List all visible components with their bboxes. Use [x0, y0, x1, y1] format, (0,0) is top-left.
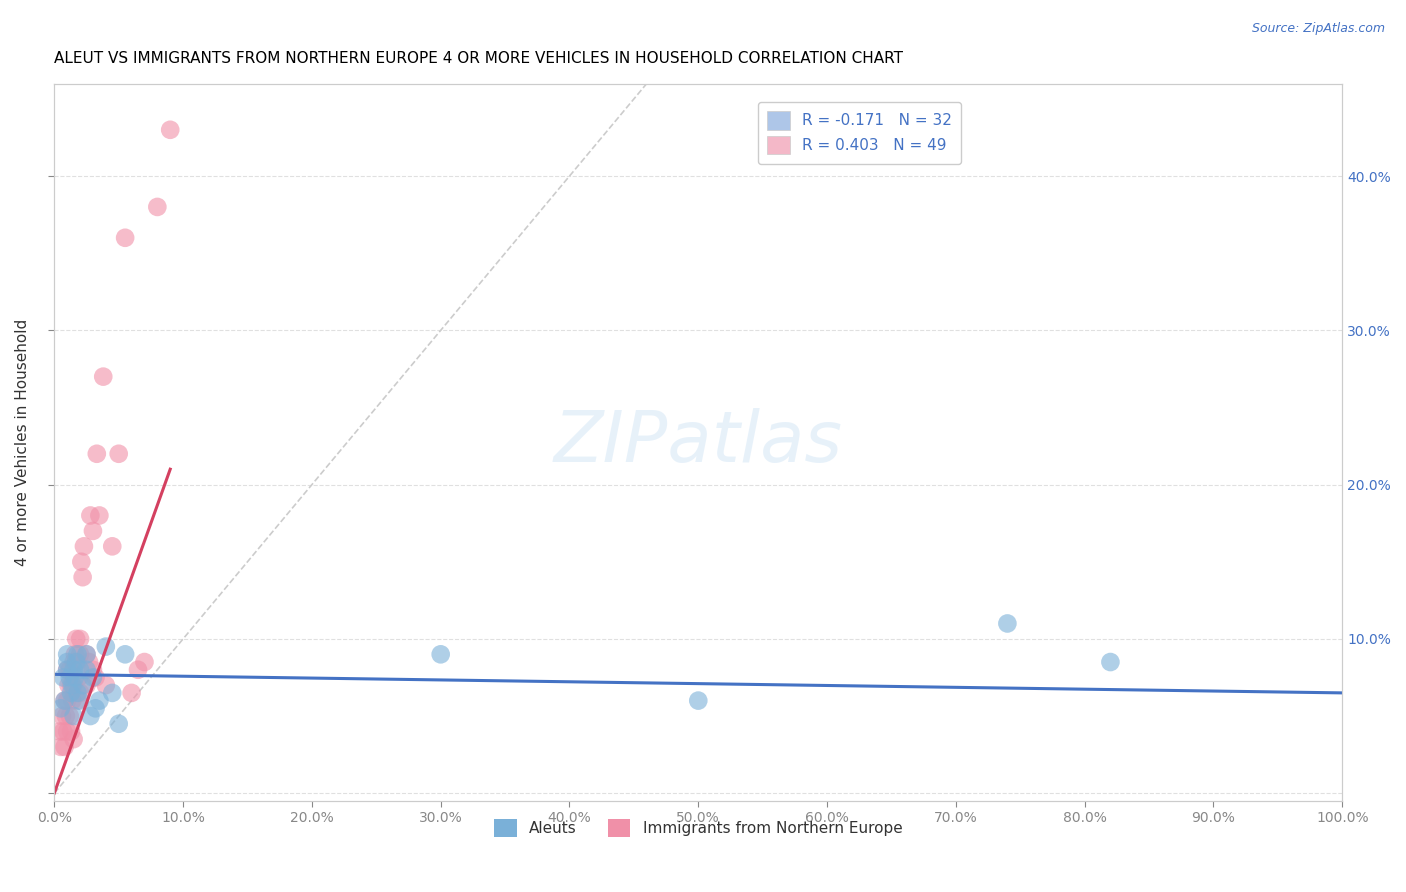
- Point: [146, 200, 169, 214]
- Point: [159, 123, 181, 137]
- Point: [89, 508, 111, 523]
- Point: [48, 724, 70, 739]
- Point: [62, 709, 84, 723]
- Point: [55, 709, 77, 723]
- Point: [86, 447, 108, 461]
- Point: [84, 701, 107, 715]
- Point: [60, 693, 83, 707]
- Point: [73, 539, 96, 553]
- Point: [66, 686, 89, 700]
- Point: [101, 539, 124, 553]
- Point: [134, 655, 156, 669]
- Point: [63, 670, 86, 684]
- Point: [82, 663, 104, 677]
- Point: [77, 655, 100, 669]
- Point: [62, 678, 84, 692]
- Point: [69, 693, 91, 707]
- Point: [107, 447, 129, 461]
- Point: [91, 369, 114, 384]
- Point: [995, 616, 1018, 631]
- Point: [60, 724, 83, 739]
- Point: [66, 693, 89, 707]
- Point: [56, 693, 79, 707]
- Point: [76, 678, 98, 692]
- Point: [89, 693, 111, 707]
- Point: [52, 670, 75, 684]
- Point: [66, 648, 89, 662]
- Point: [72, 678, 94, 692]
- Point: [60, 686, 83, 700]
- Point: [69, 663, 91, 677]
- Point: [62, 655, 84, 669]
- Point: [84, 670, 107, 684]
- Point: [49, 701, 72, 715]
- Point: [62, 732, 84, 747]
- Point: [56, 663, 79, 677]
- Point: [82, 524, 104, 538]
- Legend: Aleuts, Immigrants from Northern Europe: Aleuts, Immigrants from Northern Europe: [488, 813, 908, 844]
- Point: [429, 648, 451, 662]
- Point: [69, 632, 91, 646]
- Point: [56, 648, 79, 662]
- Point: [60, 678, 83, 692]
- Point: [121, 686, 143, 700]
- Point: [59, 670, 82, 684]
- Point: [114, 648, 136, 662]
- Point: [688, 693, 710, 707]
- Point: [60, 678, 83, 692]
- Point: [65, 655, 87, 669]
- Point: [56, 655, 79, 669]
- Point: [79, 709, 101, 723]
- Point: [76, 648, 98, 662]
- Text: ZIPatlas: ZIPatlas: [554, 408, 842, 476]
- Point: [56, 663, 79, 677]
- Point: [58, 678, 80, 692]
- Point: [67, 670, 90, 684]
- Point: [72, 570, 94, 584]
- Point: [69, 686, 91, 700]
- Point: [65, 632, 87, 646]
- Point: [114, 231, 136, 245]
- Point: [53, 693, 76, 707]
- Point: [51, 709, 73, 723]
- Point: [63, 648, 86, 662]
- Text: ALEUT VS IMMIGRANTS FROM NORTHERN EUROPE 4 OR MORE VEHICLES IN HOUSEHOLD CORRELA: ALEUT VS IMMIGRANTS FROM NORTHERN EUROPE…: [55, 51, 903, 66]
- Y-axis label: 4 or more Vehicles in Household: 4 or more Vehicles in Household: [15, 318, 30, 566]
- Point: [94, 678, 117, 692]
- Text: Source: ZipAtlas.com: Source: ZipAtlas.com: [1251, 22, 1385, 36]
- Point: [70, 555, 93, 569]
- Point: [56, 724, 79, 739]
- Point: [1099, 655, 1122, 669]
- Point: [127, 663, 149, 677]
- Point: [76, 648, 98, 662]
- Point: [62, 663, 84, 677]
- Point: [59, 709, 82, 723]
- Point: [69, 648, 91, 662]
- Point: [107, 716, 129, 731]
- Point: [79, 508, 101, 523]
- Point: [59, 663, 82, 677]
- Point: [101, 686, 124, 700]
- Point: [76, 663, 98, 677]
- Point: [52, 724, 75, 739]
- Point: [66, 655, 89, 669]
- Point: [53, 739, 76, 754]
- Point: [53, 693, 76, 707]
- Point: [49, 739, 72, 754]
- Point: [82, 670, 104, 684]
- Point: [94, 640, 117, 654]
